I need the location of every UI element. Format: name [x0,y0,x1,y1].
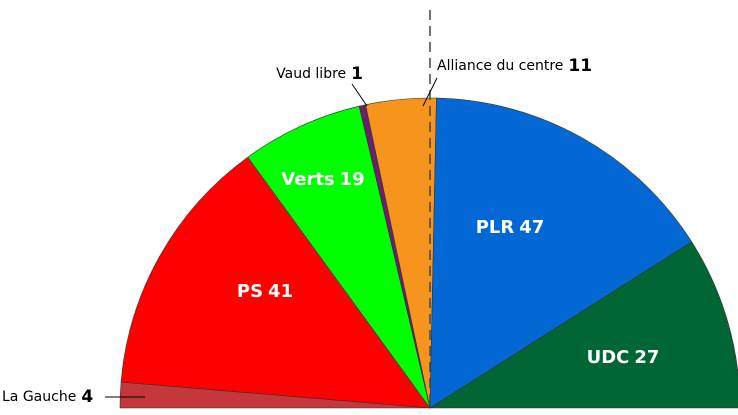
labels: La Gauche 4 PS 41 Verts 19 Vaud libre 1 Alliance… [2,56,659,407]
leader-line [422,77,438,107]
party-name: Vaud libre [276,66,346,82]
segment [120,156,431,409]
party-name: Alliance du centre [437,58,563,74]
seat-count: 47 [519,217,544,238]
segment [428,241,738,409]
segment-label: La Gauche 4 [2,387,93,407]
seat-count: 4 [81,387,93,407]
party-name: PS [237,281,263,302]
segment-label: UDC 27 [587,347,660,368]
segment-label: PS 41 [237,281,293,302]
party-name: Verts [281,169,334,190]
segment [429,97,693,409]
segment-label: PLR 47 [476,217,545,238]
segment-label: Verts 19 [281,169,364,190]
seat-count: 1 [351,64,363,84]
segment-label: Vaud libre 1 [276,64,363,84]
leader-line [351,83,368,107]
segment [247,105,431,409]
segment-label: Alliance du centre 11 [437,56,592,76]
seat-count: 41 [268,281,293,302]
seat-count: 27 [634,347,659,368]
party-name: La Gauche [2,389,76,405]
party-name: PLR [476,217,515,238]
segments [119,97,738,409]
seat-count: 11 [568,56,592,76]
party-name: UDC [587,347,630,368]
seat-count: 19 [340,169,365,190]
